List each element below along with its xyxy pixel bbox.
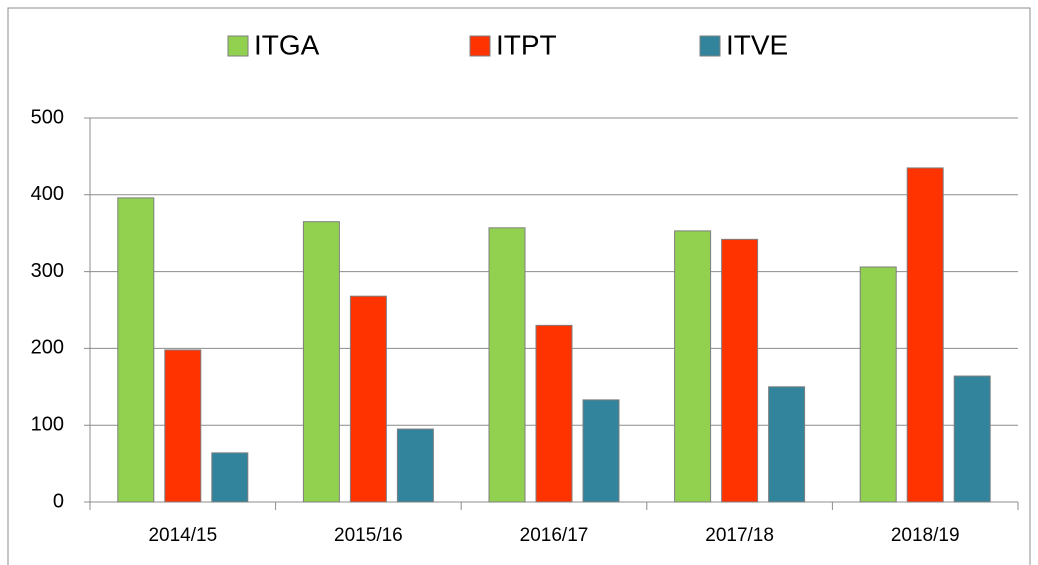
legend-label: ITVE [726,29,788,60]
y-tick-label: 400 [31,183,64,205]
y-tick-label: 300 [31,260,64,282]
bar [535,324,573,503]
y-tick-label: 100 [31,413,64,435]
bar [488,227,526,503]
x-tick-label: 2015/16 [334,525,403,546]
bar [117,197,155,503]
legend-swatch [469,35,491,57]
bar [721,238,759,503]
bar [396,428,434,503]
bar [211,452,249,503]
bar [302,221,340,503]
legend-label: ITGA [254,29,320,60]
bar [953,375,991,503]
bar [859,266,897,503]
bar [349,295,387,503]
x-tick-label: 2018/19 [891,525,960,546]
bar [906,167,944,503]
y-tick-label: 200 [31,337,64,359]
legend-swatch [699,35,721,57]
legend-swatch [227,35,249,57]
x-tick-label: 2016/17 [520,525,589,546]
legend-label: ITPT [496,29,557,60]
chart-frame [7,7,1031,565]
y-tick-label: 0 [53,490,64,512]
x-tick-label: 2014/15 [148,525,217,546]
bar [674,230,712,503]
y-tick-label: 500 [31,106,64,128]
x-tick-label: 2017/18 [705,525,774,546]
bar [582,399,620,503]
bar [164,349,202,503]
bar [768,386,806,503]
